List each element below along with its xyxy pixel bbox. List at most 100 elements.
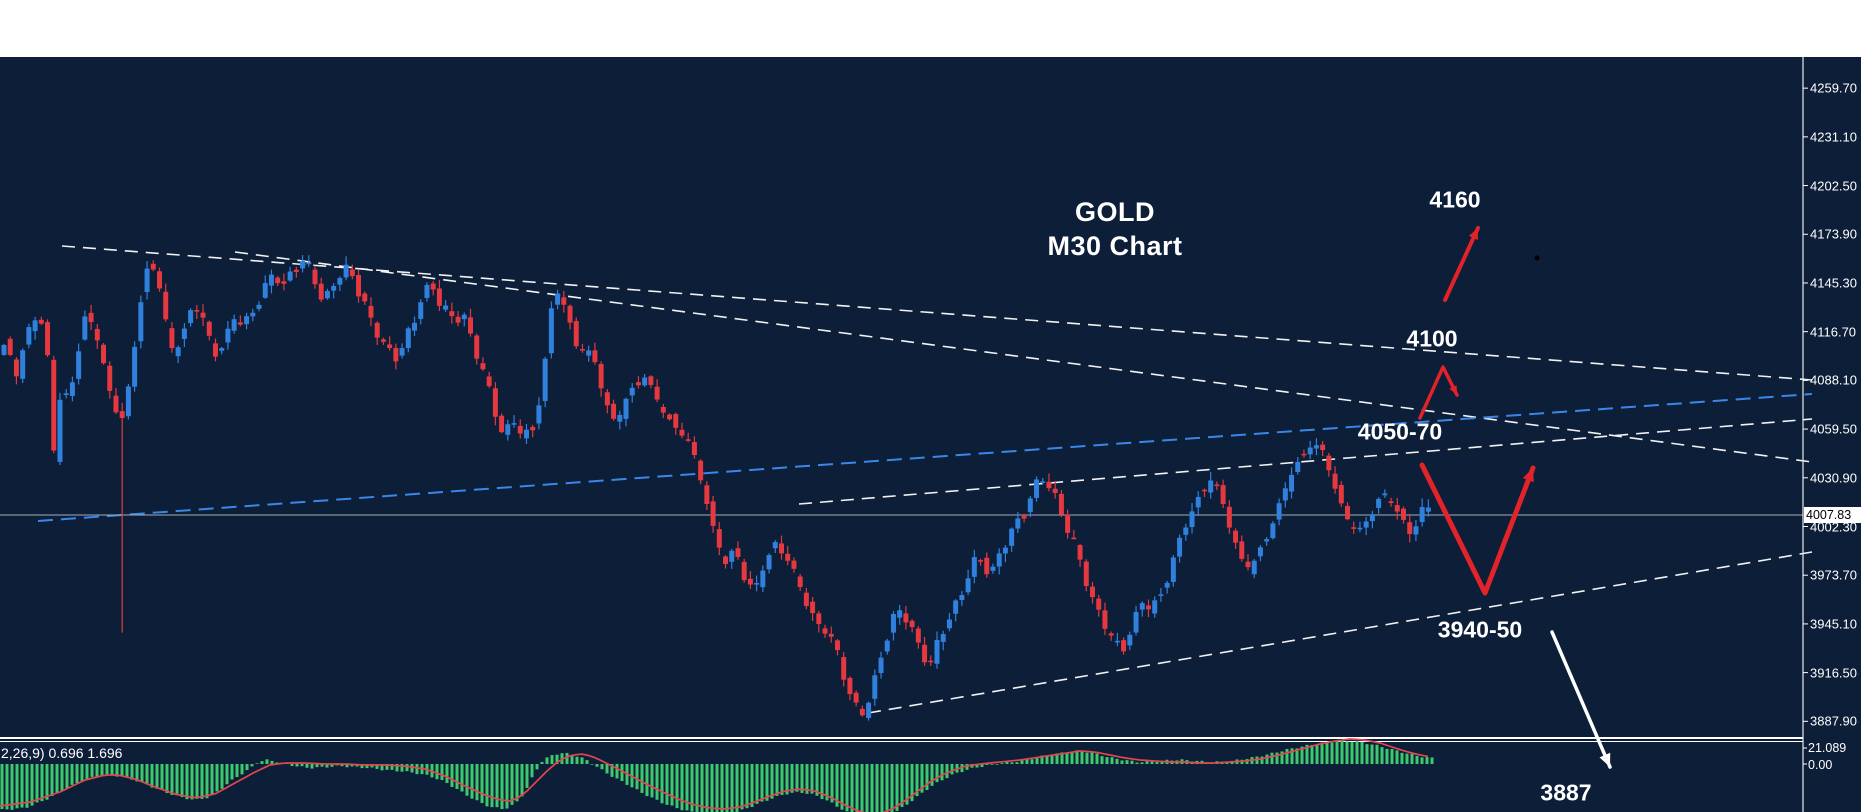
arrow-breakdown-3887[interactable]: [1550, 630, 1612, 769]
macd-histogram-bar: [230, 764, 234, 780]
trendline-descending-resistance-upper[interactable]: [61, 245, 1813, 381]
macd-histogram-bar: [75, 764, 79, 784]
arrowhead-dip-then-rally-v: [1522, 468, 1534, 483]
macd-histogram-bar: [195, 764, 199, 799]
candle-bull: [26, 327, 32, 345]
macd-histogram-bar: [1140, 762, 1144, 764]
macd-histogram-bar: [825, 764, 829, 801]
chart-canvas: [0, 57, 1813, 812]
macd-histogram-bar: [410, 764, 414, 773]
candle-bull: [1307, 447, 1313, 455]
macd-histogram-bar: [895, 764, 899, 811]
macd-histogram-bar: [790, 764, 794, 793]
price-level-label-3887[interactable]: 3887: [1540, 779, 1592, 806]
trendline-descending-resistance-lower[interactable]: [234, 251, 1813, 463]
macd-histogram-bar: [550, 755, 554, 764]
candle-bull: [32, 320, 38, 332]
macd-histogram-bar: [915, 764, 919, 797]
macd-histogram-bar: [1420, 757, 1424, 764]
candle-bear: [455, 316, 461, 323]
price-level-label-4160[interactable]: 4160: [1429, 186, 1481, 213]
macd-histogram-bar: [775, 764, 779, 796]
arrow-dip-then-rally-v[interactable]: [1419, 462, 1536, 596]
arrow-reject-4100[interactable]: [1418, 365, 1459, 420]
candle-bear: [212, 343, 218, 357]
candle-bear: [1121, 640, 1127, 652]
macd-histogram-bar: [415, 764, 419, 775]
candle-bull: [548, 308, 554, 354]
price-level-label-4050-70[interactable]: 4050-70: [1357, 418, 1443, 445]
candle-bear: [573, 321, 579, 347]
price-level-label-3940-50[interactable]: 3940-50: [1437, 616, 1523, 643]
macd-histogram-bar: [650, 764, 654, 798]
candle-bear: [922, 644, 928, 663]
candle-bear: [1201, 489, 1207, 492]
candle-bear: [978, 560, 984, 562]
candle-bull: [268, 274, 274, 286]
macd-histogram-bar: [860, 764, 864, 812]
trendline-ascending-support-lower[interactable]: [867, 551, 1813, 714]
macd-histogram-bar: [460, 764, 464, 792]
panel-separator-line[interactable]: [0, 737, 1803, 739]
macd-histogram-bar: [345, 764, 349, 768]
candle-bear: [1388, 501, 1394, 504]
candle-bear: [847, 677, 853, 695]
macd-histogram-bar: [880, 764, 884, 812]
price-level-label-4100[interactable]: 4100: [1406, 325, 1458, 352]
macd-histogram-bar: [1125, 760, 1129, 764]
macd-histogram-bar: [90, 764, 94, 777]
candle-bear: [1239, 541, 1245, 559]
candle-bull: [188, 310, 194, 324]
macd-histogram-bar: [975, 764, 979, 768]
candle-bear: [859, 708, 865, 716]
candle-bull: [256, 304, 262, 309]
candle-bear: [1351, 527, 1357, 529]
macd-histogram-bar: [780, 764, 784, 795]
candle-bull: [262, 283, 268, 298]
candle-bull: [523, 429, 529, 439]
macd-histogram-bar: [840, 764, 844, 810]
macd-histogram-bar: [405, 764, 409, 772]
macd-histogram-bar: [1375, 744, 1379, 764]
macd-histogram-bar: [1145, 761, 1149, 764]
candle-bull: [399, 348, 405, 356]
candle-bear: [841, 657, 847, 680]
macd-histogram-bar: [645, 764, 649, 797]
macd-histogram-bar: [1350, 742, 1354, 764]
candle-bear: [107, 365, 113, 391]
macd-histogram-bar: [175, 764, 179, 796]
macd-histogram-bar: [265, 759, 269, 764]
arrow-target-up-4160[interactable]: [1443, 226, 1480, 302]
candle-bear: [88, 312, 94, 323]
macd-histogram-bar: [130, 764, 134, 780]
macd-histogram-bar: [730, 764, 734, 812]
macd-histogram-bar: [25, 764, 29, 808]
trendline-ascending-channel-blue[interactable]: [37, 393, 1813, 522]
macd-histogram-bar: [1020, 760, 1024, 764]
macd-histogram-bar: [1370, 744, 1374, 764]
chart-object-dot[interactable]: [1534, 255, 1540, 261]
candle-bull: [231, 319, 237, 331]
macd-histogram-bar: [1010, 762, 1014, 764]
macd-histogram-bar: [0, 764, 4, 810]
candle-bull: [890, 613, 896, 633]
candle-bear: [1083, 561, 1089, 586]
candle-bear: [7, 338, 13, 355]
candle-bear: [492, 388, 498, 417]
arrowhead-reject-4100: [1449, 385, 1457, 395]
macd-histogram-bar: [1265, 754, 1269, 764]
macd-indicator-label: 2,26,9) 0.696 1.696: [1, 745, 123, 761]
candle-bull: [1419, 507, 1425, 522]
candle-bear: [169, 328, 175, 349]
candle-bear: [517, 425, 523, 434]
candle-bear: [679, 429, 685, 436]
candle-bull: [878, 657, 884, 674]
macd-histogram-bar: [760, 764, 764, 802]
macd-histogram-bar: [940, 764, 944, 781]
macd-histogram-bar: [855, 764, 859, 812]
candle-bull: [300, 261, 306, 269]
candle-bear: [822, 628, 828, 634]
macd-histogram-bar: [60, 764, 64, 792]
trendline-ascending-support-mid[interactable]: [798, 418, 1813, 505]
chart-title-symbol: GOLD: [1075, 197, 1155, 227]
